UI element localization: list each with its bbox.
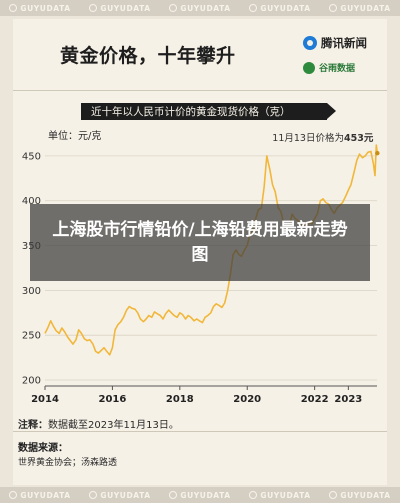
watermark-logo-icon [9, 491, 18, 499]
annotation-label-text: 11月13日价格为 [272, 132, 344, 144]
watermark-logo-icon [169, 4, 178, 12]
watermark-text: GUYUDATA [180, 490, 231, 500]
source-divider [13, 431, 387, 432]
source-text: 世界黄金协会；汤森路透 [18, 458, 118, 468]
watermark-text: GUYUDATA [260, 3, 311, 13]
watermark-text: GUYUDATA [100, 490, 151, 500]
watermark-item: GUYUDATA [169, 4, 230, 13]
watermark-text: GUYUDATA [340, 3, 391, 13]
x-tick-label: 2018 [166, 394, 194, 405]
page-title: 黄金价格，十年攀升 [60, 45, 236, 67]
x-tick-label: 2022 [301, 394, 329, 405]
x-tick-label: 2023 [334, 394, 362, 405]
watermark-text: GUYUDATA [260, 490, 311, 500]
chart-note-label: 注释： [18, 420, 48, 431]
tencent-news-logo: 腾讯新闻 [303, 35, 367, 51]
x-tick-label: 2014 [31, 394, 59, 405]
watermark-item: GUYUDATA [169, 491, 230, 500]
watermark-item: GUYUDATA [9, 491, 70, 500]
y-tick-label: 300 [22, 286, 41, 297]
x-tick-label: 2020 [233, 394, 261, 405]
watermark-text: GUYUDATA [100, 3, 151, 13]
watermark-logo-icon [249, 4, 258, 12]
y-axis-unit: 单位：元/克 [48, 131, 102, 142]
watermark-logo-icon [249, 491, 258, 499]
watermark-logo-icon [329, 4, 338, 12]
watermark-item: GUYUDATA [329, 4, 390, 13]
chart-title: 近十年以人民币计价的黄金现货价格（克） [81, 103, 327, 120]
watermark-item: GUYUDATA [9, 4, 70, 13]
watermark-item: GUYUDATA [329, 491, 390, 500]
chart-note: 注释：数据截至2023年11月13日。 [18, 416, 179, 431]
tencent-news-logo-icon [303, 36, 317, 50]
gold-price-chart: 2002503003504004502014201620182020202220… [22, 132, 380, 405]
watermark-text: GUYUDATA [340, 490, 391, 500]
source-label: 数据来源： [18, 443, 68, 454]
annotation-label: 11月13日价格为453元 [272, 132, 374, 144]
watermark-logo-icon [169, 491, 178, 499]
guyu-data-logo-text: 谷雨数据 [319, 64, 356, 74]
annotation-point [375, 151, 380, 156]
y-tick-label: 400 [22, 196, 41, 207]
watermark-strip-bottom: GUYUDATA GUYUDATA GUYUDATA GUYUDATA GUYUDATA [0, 487, 400, 503]
watermark-logo-icon [9, 4, 18, 12]
watermark-item: GUYUDATA [89, 491, 150, 500]
watermark-item: GUYUDATA [249, 4, 310, 13]
watermark-text: GUYUDATA [180, 3, 231, 13]
watermark-text: GUYUDATA [20, 3, 71, 13]
guyu-data-logo: 谷雨数据 [303, 61, 355, 74]
watermark-logo-icon [329, 491, 338, 499]
gold-price-line [44, 144, 379, 356]
watermark-logo-icon [89, 491, 98, 499]
watermark-item: GUYUDATA [89, 4, 150, 13]
chart-note-text: 数据截至2023年11月13日。 [48, 420, 179, 431]
watermark-strip-top: GUYUDATA GUYUDATA GUYUDATA GUYUDATA GUYUDATA [0, 0, 400, 16]
y-tick-label: 200 [22, 376, 41, 387]
guyu-data-logo-icon [303, 61, 315, 74]
x-tick-label: 2016 [98, 394, 126, 405]
chart-title-arrow [327, 103, 336, 119]
headline-overlay[interactable]: 上海股市行情铅价/上海铅费用最新走势图 [30, 204, 370, 281]
annotation-value: 453元 [344, 133, 374, 144]
header-divider [13, 90, 387, 91]
watermark-logo-icon [89, 4, 98, 12]
overlay-headline[interactable]: 上海股市行情铅价/上海铅费用最新走势图 [52, 219, 348, 265]
watermark-item: GUYUDATA [249, 491, 310, 500]
watermark-text: GUYUDATA [20, 490, 71, 500]
y-tick-label: 450 [22, 151, 41, 162]
y-tick-label: 250 [22, 331, 41, 342]
tencent-news-logo-text: 腾讯新闻 [321, 36, 367, 50]
